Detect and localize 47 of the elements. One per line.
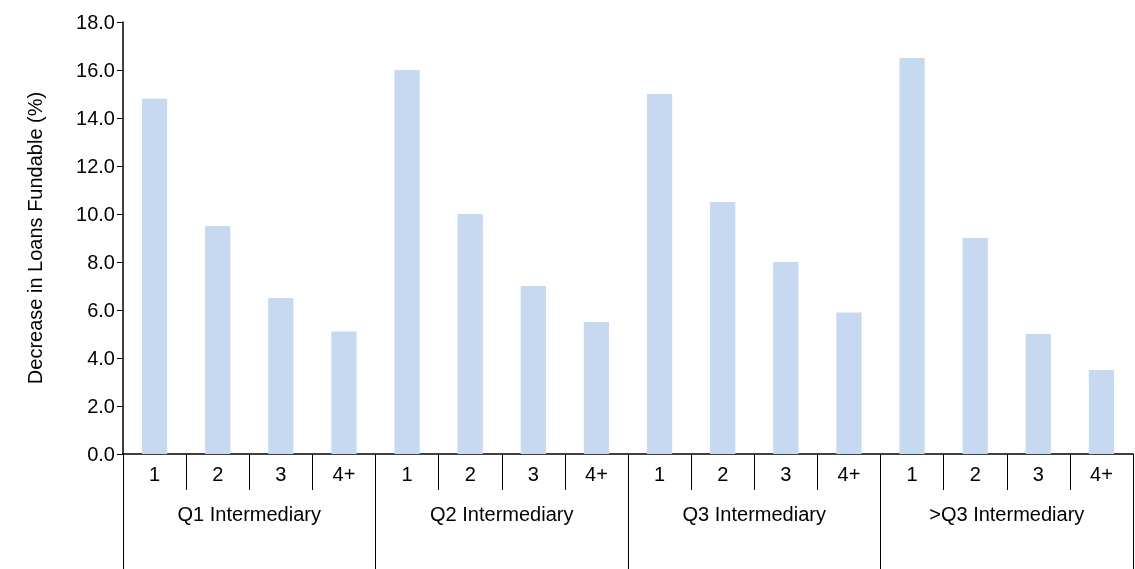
x-tick-label: 1 [906,463,918,485]
text: >Q3 Intermediary [929,503,1085,525]
y-tick-label: 4.0 [87,347,115,369]
x-tick-label: 4+ [585,463,608,485]
bar [268,298,294,454]
bar [520,286,546,454]
y-tick-label: 6.0 [87,299,115,321]
bar [899,58,925,454]
x-tick-label: 2 [969,463,981,485]
y-tick-label: 14.0 [76,107,115,129]
x-tick-label: 1 [654,463,666,485]
x-tick-label: 1 [149,463,161,485]
bar [331,331,357,454]
y-tick-label: 18.0 [76,11,115,33]
y-tick-label: 12.0 [76,155,115,177]
bar [583,322,610,454]
bar [710,202,736,454]
x-tick-label: 2 [717,463,729,485]
x-tick-label: 3 [527,463,539,485]
bar [457,214,483,454]
x-tick-label: 4+ [332,463,356,485]
text: Q1 Intermediary [177,503,321,525]
text: Q3 Intermediary [682,503,826,525]
x-tick-label: 4+ [1090,463,1113,485]
x-tick-label: 2 [464,463,476,485]
x-tick-label: 3 [275,463,287,485]
bar [1025,334,1051,454]
y-tick-label: 8.0 [87,251,115,273]
bar [836,312,862,454]
x-tick-label: 3 [780,463,792,485]
bar [141,98,168,454]
y-tick-label: 2.0 [87,395,115,417]
text: Q2 Intermediary [430,503,574,525]
y-tick-label: 0.0 [87,443,115,465]
bar [646,94,673,454]
x-tick-label: 2 [212,463,224,485]
y-tick-label: 16.0 [76,59,115,81]
bar [1088,370,1115,454]
x-tick-label: 3 [1032,463,1044,485]
bar [205,226,231,454]
y-axis-title: Decrease in Loans Fundable (%) [24,91,46,385]
bar [394,70,420,454]
x-tick-label: 4+ [837,463,861,485]
x-tick-label: 1 [401,463,413,485]
y-tick-label: 10.0 [76,203,115,225]
bar [962,238,988,454]
bar [773,262,799,454]
